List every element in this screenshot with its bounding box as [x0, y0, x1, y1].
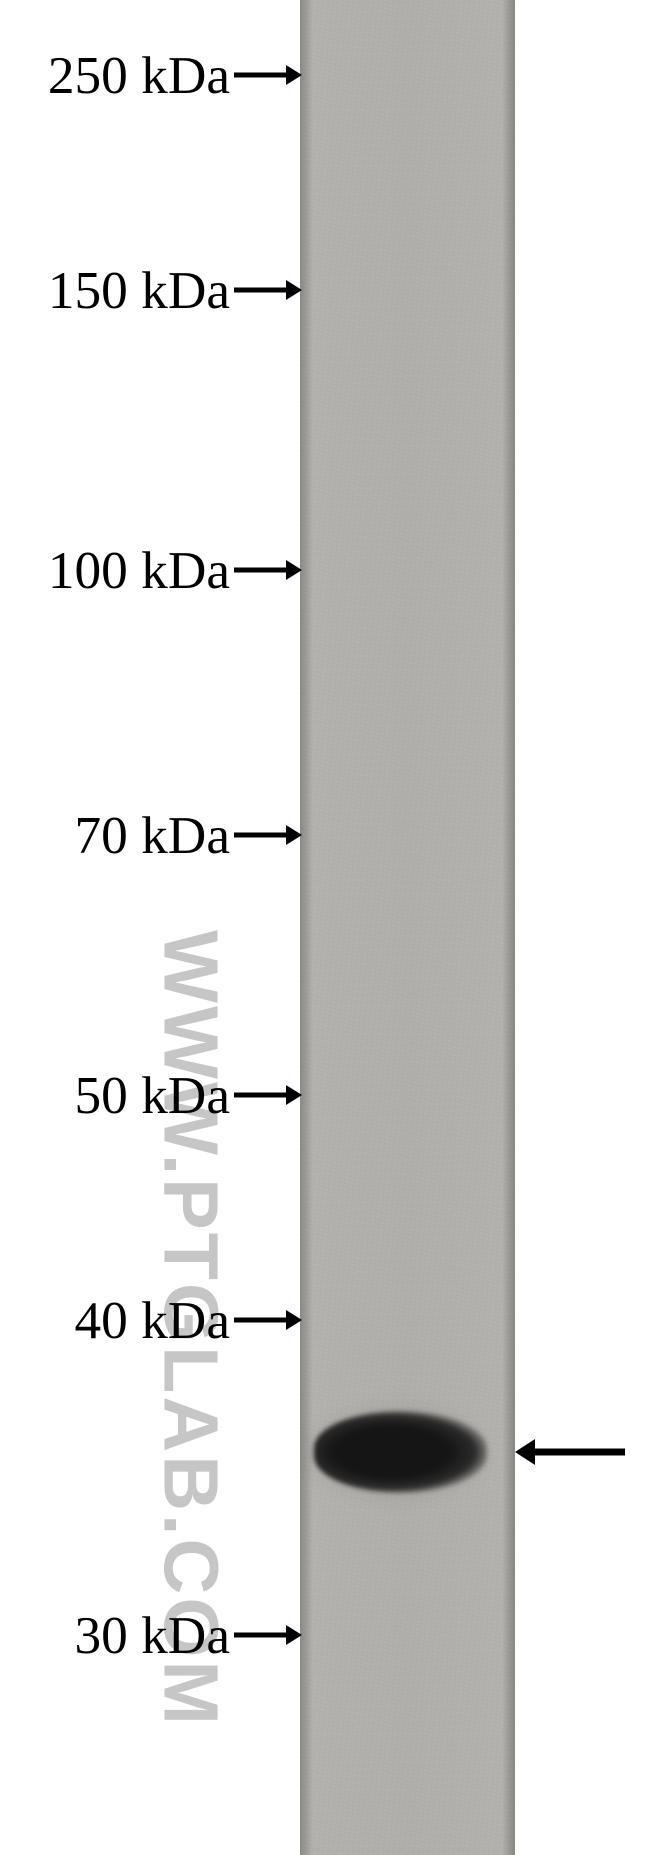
- mw-marker-arrow: [232, 558, 304, 582]
- mw-marker-arrow: [232, 278, 304, 302]
- mw-marker-label: 40 kDa: [74, 1289, 230, 1351]
- mw-marker-label: 150 kDa: [48, 259, 230, 321]
- band-indicator-arrow: [513, 1436, 627, 1468]
- mw-marker-arrow: [232, 1083, 304, 1107]
- detected-band: [314, 1411, 487, 1493]
- mw-marker-arrow: [232, 823, 304, 847]
- mw-marker-arrow: [232, 1308, 304, 1332]
- mw-marker-arrow: [232, 1623, 304, 1647]
- mw-marker-label: 50 kDa: [74, 1064, 230, 1126]
- mw-marker-label: 30 kDa: [74, 1604, 230, 1666]
- mw-marker-label: 100 kDa: [48, 539, 230, 601]
- mw-marker-label: 250 kDa: [48, 44, 230, 106]
- mw-marker-label: 70 kDa: [74, 804, 230, 866]
- mw-marker-arrow: [232, 63, 304, 87]
- blot-lane: [300, 0, 515, 1855]
- lane-texture: [300, 0, 515, 1855]
